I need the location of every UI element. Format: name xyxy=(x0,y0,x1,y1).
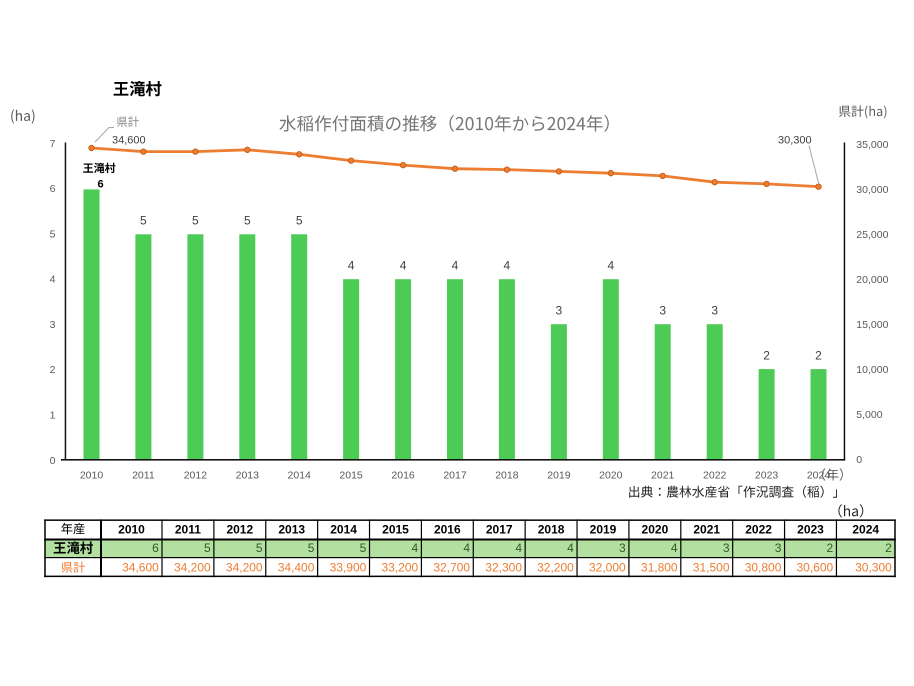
svg-text:4: 4 xyxy=(607,259,614,273)
svg-text:2019: 2019 xyxy=(547,469,571,481)
svg-text:5,000: 5,000 xyxy=(856,409,882,421)
svg-text:2022: 2022 xyxy=(745,522,772,536)
svg-text:2: 2 xyxy=(50,364,56,376)
svg-text:2012: 2012 xyxy=(226,522,253,536)
svg-text:3: 3 xyxy=(775,541,782,555)
svg-text:5: 5 xyxy=(244,214,251,228)
svg-text:31,800: 31,800 xyxy=(641,561,678,575)
svg-text:3: 3 xyxy=(556,304,563,318)
svg-text:5: 5 xyxy=(360,541,367,555)
svg-text:2021: 2021 xyxy=(651,469,675,481)
svg-text:30,800: 30,800 xyxy=(745,561,782,575)
svg-text:30,000: 30,000 xyxy=(856,184,888,196)
svg-text:2014: 2014 xyxy=(288,469,312,481)
svg-text:4: 4 xyxy=(400,259,407,273)
svg-text:4: 4 xyxy=(463,541,470,555)
svg-text:0: 0 xyxy=(856,454,862,466)
svg-text:15,000: 15,000 xyxy=(856,319,888,331)
svg-text:2: 2 xyxy=(763,349,770,363)
svg-text:3: 3 xyxy=(723,541,730,555)
svg-text:4: 4 xyxy=(671,541,678,555)
svg-text:2021: 2021 xyxy=(693,522,720,536)
svg-text:34,200: 34,200 xyxy=(226,561,263,575)
svg-text:4: 4 xyxy=(567,541,574,555)
svg-text:34,600: 34,600 xyxy=(112,134,146,146)
svg-text:5: 5 xyxy=(296,214,303,228)
svg-text:31,500: 31,500 xyxy=(693,561,730,575)
svg-text:7: 7 xyxy=(50,138,56,150)
svg-text:2024: 2024 xyxy=(807,469,831,481)
svg-text:3: 3 xyxy=(619,541,626,555)
svg-text:2024: 2024 xyxy=(852,522,879,536)
svg-text:5: 5 xyxy=(140,214,147,228)
svg-text:2015: 2015 xyxy=(382,522,409,536)
svg-text:10,000: 10,000 xyxy=(856,364,888,376)
svg-text:4: 4 xyxy=(50,274,56,286)
svg-text:4: 4 xyxy=(515,541,522,555)
svg-text:2018: 2018 xyxy=(495,469,519,481)
svg-text:25,000: 25,000 xyxy=(856,229,888,241)
svg-text:3: 3 xyxy=(711,304,718,318)
svg-text:35,000: 35,000 xyxy=(856,139,888,151)
svg-text:1: 1 xyxy=(50,410,56,422)
svg-text:3: 3 xyxy=(50,319,56,331)
svg-text:33,900: 33,900 xyxy=(330,561,367,575)
svg-text:2011: 2011 xyxy=(132,469,155,481)
svg-text:6: 6 xyxy=(50,183,56,195)
svg-text:2: 2 xyxy=(827,541,834,555)
svg-text:2017: 2017 xyxy=(443,469,467,481)
svg-text:5: 5 xyxy=(50,228,56,240)
svg-text:2013: 2013 xyxy=(236,469,260,481)
svg-text:2: 2 xyxy=(885,541,892,555)
svg-text:30,600: 30,600 xyxy=(796,561,833,575)
svg-text:2010: 2010 xyxy=(118,522,145,536)
svg-text:4: 4 xyxy=(348,259,355,273)
svg-text:2018: 2018 xyxy=(538,522,565,536)
svg-text:4: 4 xyxy=(504,259,511,273)
svg-text:33,200: 33,200 xyxy=(381,561,418,575)
svg-text:32,300: 32,300 xyxy=(485,561,522,575)
svg-text:2023: 2023 xyxy=(797,522,824,536)
svg-text:2019: 2019 xyxy=(590,522,617,536)
svg-text:5: 5 xyxy=(192,214,199,228)
svg-text:4: 4 xyxy=(412,541,419,555)
svg-text:2017: 2017 xyxy=(486,522,513,536)
svg-text:2015: 2015 xyxy=(339,469,363,481)
svg-text:32,000: 32,000 xyxy=(589,561,626,575)
svg-text:32,700: 32,700 xyxy=(433,561,470,575)
svg-text:2022: 2022 xyxy=(703,469,727,481)
svg-text:2014: 2014 xyxy=(330,522,357,536)
svg-text:34,400: 34,400 xyxy=(278,561,315,575)
svg-text:0: 0 xyxy=(50,455,56,467)
svg-text:5: 5 xyxy=(308,541,315,555)
svg-text:30,300: 30,300 xyxy=(855,561,892,575)
svg-text:3: 3 xyxy=(659,304,666,318)
svg-text:30,300: 30,300 xyxy=(778,134,812,146)
svg-text:2020: 2020 xyxy=(599,469,623,481)
svg-text:5: 5 xyxy=(256,541,263,555)
svg-text:2013: 2013 xyxy=(278,522,305,536)
svg-text:2010: 2010 xyxy=(80,469,104,481)
svg-text:6: 6 xyxy=(97,178,103,190)
svg-text:34,600: 34,600 xyxy=(122,561,159,575)
svg-text:4: 4 xyxy=(452,259,459,273)
svg-text:2023: 2023 xyxy=(755,469,779,481)
svg-text:2016: 2016 xyxy=(434,522,461,536)
svg-text:20,000: 20,000 xyxy=(856,274,888,286)
svg-text:5: 5 xyxy=(204,541,211,555)
svg-text:2: 2 xyxy=(815,349,822,363)
svg-text:34,200: 34,200 xyxy=(174,561,211,575)
svg-text:32,200: 32,200 xyxy=(537,561,574,575)
svg-text:6: 6 xyxy=(152,541,159,555)
svg-text:2012: 2012 xyxy=(184,469,208,481)
svg-text:2020: 2020 xyxy=(642,522,669,536)
svg-text:2011: 2011 xyxy=(175,522,201,536)
svg-text:2016: 2016 xyxy=(391,469,415,481)
